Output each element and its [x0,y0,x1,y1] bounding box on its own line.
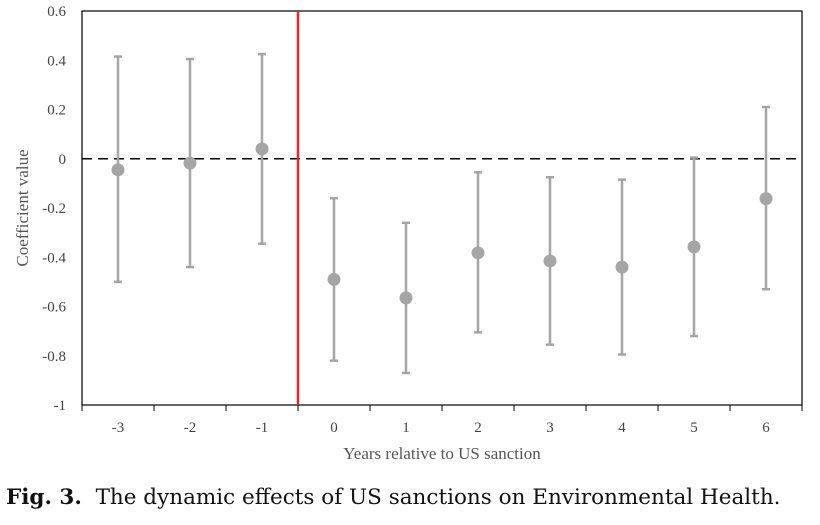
coefficient-plot: 0.6 0.4 0.2 0 -0.2 -0.4 -0.6 -0.8 -1 -3 -2 -1 0 1 2 3 4… [13,4,803,463]
coefficient-point [615,260,629,274]
figure-caption-text: The dynamic effects of US sanctions on E… [95,485,781,510]
coefficient-point [183,156,197,170]
x-axis-ticks: -3 -2 -1 0 1 2 3 4 5 6 [81,405,803,436]
y-tick-label: -0.2 [42,201,66,217]
x-tick-label: 1 [402,420,410,436]
y-tick-label: -1 [54,398,67,414]
y-tick-label: -0.6 [42,300,66,316]
x-tick-label: -2 [184,420,197,436]
x-tick-label: 5 [690,420,698,436]
series-marks [111,52,773,375]
x-tick-label: 2 [474,420,482,436]
y-axis-title: Coefficient value [13,149,32,266]
coefficient-point [687,240,701,254]
x-axis-title: Years relative to US sanction [343,444,541,463]
x-tick-label: -1 [256,420,269,436]
coefficient-point [543,254,557,268]
reference-lines [82,11,802,405]
coefficient-point [759,192,773,206]
y-tick-label: -0.4 [42,250,66,266]
figure-caption: Fig. 3. The dynamic effects of US sancti… [6,485,816,510]
y-tick-label: -0.8 [42,349,66,365]
figure-label: Fig. 3. [6,485,82,510]
x-tick-label: 6 [762,420,770,436]
x-tick-label: 3 [546,420,554,436]
coefficient-point [399,291,413,305]
coefficient-point [327,272,341,286]
x-tick-label: 4 [618,420,626,436]
y-axis-ticks: 0.6 0.4 0.2 0 -0.2 -0.4 -0.6 -0.8 -1 [42,4,66,414]
coefficient-point [111,163,125,177]
y-tick-label: 0.2 [47,103,66,119]
x-tick-label: -3 [112,420,125,436]
coefficient-point [255,142,269,156]
y-tick-label: 0.6 [47,4,66,20]
y-tick-label: 0.4 [47,53,66,69]
y-tick-label: 0 [59,152,67,168]
x-tick-label: 0 [330,420,338,436]
coefficient-point [471,246,485,260]
